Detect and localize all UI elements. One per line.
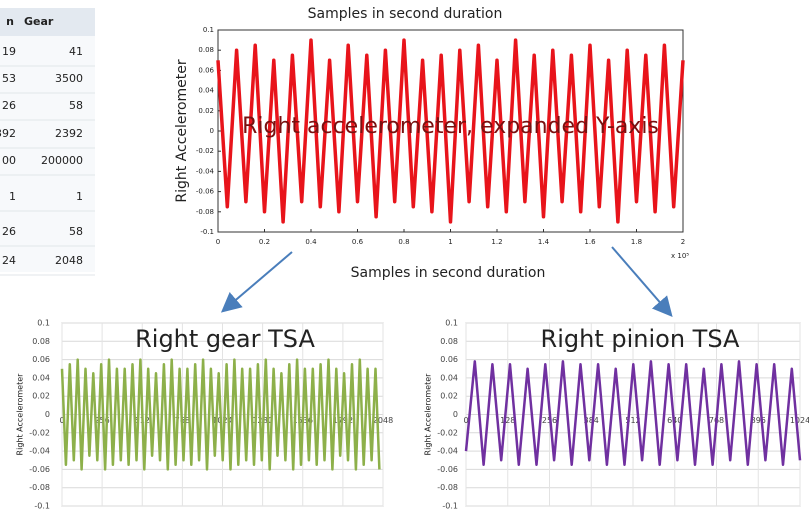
y-tick-label: 0.08 <box>32 337 50 346</box>
table-body-bg <box>0 36 95 272</box>
y-tick-label: -0.02 <box>196 147 214 155</box>
y-tick-label: 0 <box>210 127 214 135</box>
table-cell: 26 <box>2 225 16 238</box>
table-header-cell: Gear <box>24 15 54 28</box>
x-tick-label: 0 <box>463 416 468 425</box>
x-tick-label: 0 <box>59 416 64 425</box>
x-tick-label: 0.4 <box>305 238 317 246</box>
x-tick-label: 512 <box>625 416 640 425</box>
x-tick-label: 384 <box>584 416 599 425</box>
y-tick-label: -0.08 <box>437 483 458 492</box>
x-tick-label: 2 <box>681 238 685 246</box>
table-cell: 26 <box>2 99 16 112</box>
y-tick-label: 0.02 <box>198 107 214 115</box>
table-cell: 2048 <box>55 254 83 267</box>
table <box>0 8 95 272</box>
table-cell: 58 <box>69 99 83 112</box>
table-cell: 1 <box>9 190 16 203</box>
x-tick-label: 1.8 <box>631 238 642 246</box>
table-header-cell: n <box>6 15 14 28</box>
y-tick-label: 0.1 <box>203 26 214 34</box>
y-tick-label: -0.04 <box>437 447 458 456</box>
table-cell: 53 <box>2 72 16 85</box>
y-tick-label: -0.04 <box>196 167 215 175</box>
x-tick-label: 2048 <box>373 416 393 425</box>
table-cell: 41 <box>69 45 83 58</box>
y-tick-label: 0.1 <box>37 319 50 328</box>
data-line <box>216 38 685 224</box>
x-tick-label: 1024 <box>790 416 809 425</box>
y-tick-label: 0.1 <box>445 319 458 328</box>
y-tick-label: -0.02 <box>437 428 458 437</box>
y-tick-label: 0.08 <box>198 46 214 54</box>
y-axis-label: Right Accelerometer <box>16 373 25 456</box>
table-cell: 200000 <box>41 154 83 167</box>
annotation: Right accelerometer, expanded Y-axis <box>242 114 659 139</box>
y-tick-label: 0.06 <box>32 355 50 364</box>
y-tick-label: 0.04 <box>198 87 214 95</box>
x-tick-label: 1.2 <box>491 238 502 246</box>
arrow <box>611 246 673 318</box>
y-tick-label: 0.02 <box>440 392 458 401</box>
x-tick-label: 1024 <box>212 416 232 425</box>
y-tick-label: -0.06 <box>196 188 215 196</box>
table-cell: 19 <box>2 45 16 58</box>
y-tick-label: 0 <box>453 410 458 419</box>
x-tick-label: 0.2 <box>259 238 270 246</box>
data-line <box>60 358 381 471</box>
y-tick-label: -0.06 <box>437 465 458 474</box>
y-tick-label: -0.1 <box>34 502 50 511</box>
x-multiplier: x 10⁵ <box>671 252 689 260</box>
table-cell: 1 <box>76 190 83 203</box>
y-tick-label: -0.08 <box>29 483 50 492</box>
chart-title: Right gear TSA <box>135 325 315 353</box>
x-axis-label: Samples in second duration <box>351 265 546 281</box>
x-tick-label: 1 <box>448 238 452 246</box>
y-tick-label: -0.06 <box>29 465 50 474</box>
x-tick-label: 0.6 <box>352 238 364 246</box>
y-tick-label: 0.06 <box>440 355 458 364</box>
y-tick-label: 0 <box>45 410 50 419</box>
y-tick-label: -0.04 <box>29 447 50 456</box>
table-cell: 24 <box>2 254 16 267</box>
table-cell: 00 <box>2 154 16 167</box>
y-tick-label: -0.1 <box>200 228 214 236</box>
x-tick-label: 896 <box>751 416 766 425</box>
y-axis-label: Right Accelerometer <box>424 373 433 456</box>
x-tick-label: 1.6 <box>584 238 596 246</box>
y-tick-label: -0.02 <box>29 428 50 437</box>
y-tick-label: 0.04 <box>32 373 50 382</box>
y-tick-label: -0.1 <box>442 502 458 511</box>
table-header-bg <box>0 8 95 36</box>
table-cell: 3500 <box>55 72 83 85</box>
y-tick-label: 0.08 <box>440 337 458 346</box>
table-cell: 58 <box>69 225 83 238</box>
table-cell: 392 <box>0 127 16 140</box>
x-tick-label: 1.4 <box>538 238 550 246</box>
y-axis-label: Right Accelerometer <box>174 59 190 203</box>
y-tick-label: 0.04 <box>440 373 458 382</box>
x-tick-label: 0.8 <box>398 238 409 246</box>
data-line <box>464 360 802 467</box>
x-tick-label: 0 <box>216 238 220 246</box>
y-tick-label: 0.06 <box>198 66 214 74</box>
arrow <box>220 251 293 313</box>
y-tick-label: 0.02 <box>32 392 50 401</box>
x-tick-label: 128 <box>500 416 515 425</box>
y-tick-label: -0.08 <box>196 208 214 216</box>
chart-title: Samples in second duration <box>308 6 503 22</box>
chart-title: Right pinion TSA <box>541 325 740 353</box>
table-cell: 2392 <box>55 127 83 140</box>
